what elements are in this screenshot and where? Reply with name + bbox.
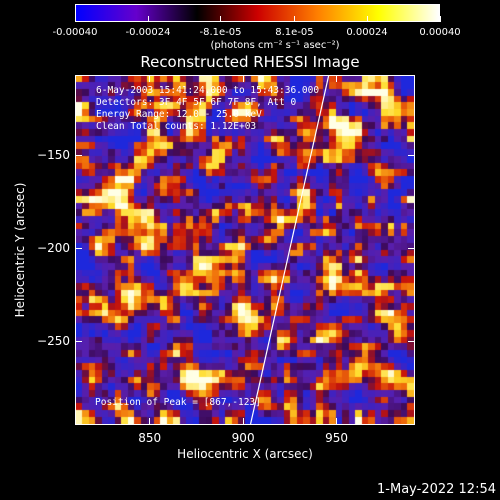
colorbar-tick-label: -0.00040 — [52, 27, 98, 38]
x-tick-mark — [242, 418, 244, 425]
detectors-label: Detectors: 3F 4F 5F 6F 7F 8F, Att 0 — [96, 97, 297, 108]
colorbar — [75, 4, 440, 22]
colorbar-tick-mark — [147, 16, 149, 22]
colorbar-tick-label: -8.1e-05 — [199, 27, 242, 38]
date-stamp: 1-May-2022 12:54 — [377, 482, 496, 497]
clean-counts-label: Clean Total counts: 1.12E+03 — [96, 121, 257, 132]
solar-limb-line — [249, 76, 330, 424]
y-tick-label: −200 — [37, 241, 70, 256]
colorbar-tick-label: 8.1e-05 — [275, 27, 314, 38]
colorbar-tick-mark — [220, 16, 222, 22]
y-tick-label: −150 — [37, 148, 70, 163]
energy-range-label: Energy Range: 12.0 - 25.0 keV — [96, 109, 262, 120]
x-tick-mark — [336, 418, 338, 425]
colorbar-tick-label: 0.00040 — [419, 27, 461, 38]
x-tick-mark — [149, 418, 151, 425]
image-plot — [75, 75, 415, 425]
y-tick-mark — [75, 154, 82, 156]
x-axis-label: Heliocentric X (arcsec) — [177, 447, 313, 461]
image-title: Reconstructed RHESSI Image — [140, 53, 360, 71]
x-tick-mark — [336, 75, 338, 82]
colorbar-tick-mark — [366, 16, 368, 22]
x-tick-label: 850 — [138, 431, 162, 445]
x-tick-mark — [149, 75, 151, 82]
y-tick-mark — [408, 154, 415, 156]
y-tick-mark — [75, 340, 82, 342]
colorbar-units: (photons cm⁻² s⁻¹ asec⁻²) — [210, 40, 340, 51]
colorbar-tick-mark — [439, 16, 441, 22]
y-tick-label: −250 — [37, 334, 70, 349]
y-tick-mark — [408, 340, 415, 342]
y-tick-mark — [408, 247, 415, 249]
colorbar-tick-label: 0.00024 — [346, 27, 388, 38]
x-tick-mark — [242, 75, 244, 82]
y-tick-mark — [75, 247, 82, 249]
x-tick-label: 950 — [325, 431, 348, 445]
colorbar-tick-mark — [74, 16, 76, 22]
y-axis-label: Heliocentric Y (arcsec) — [13, 182, 27, 318]
colorbar-tick-mark — [293, 16, 295, 22]
time-range-label: 6-May-2003 15:41:24.000 to 15:43:36.000 — [96, 85, 320, 96]
rhessi-heatmap — [76, 76, 414, 424]
x-tick-label: 900 — [231, 431, 255, 445]
colorbar-tick-label: -0.00024 — [125, 27, 171, 38]
peak-position-label: Position of Peak = [867,-123] — [95, 397, 261, 408]
